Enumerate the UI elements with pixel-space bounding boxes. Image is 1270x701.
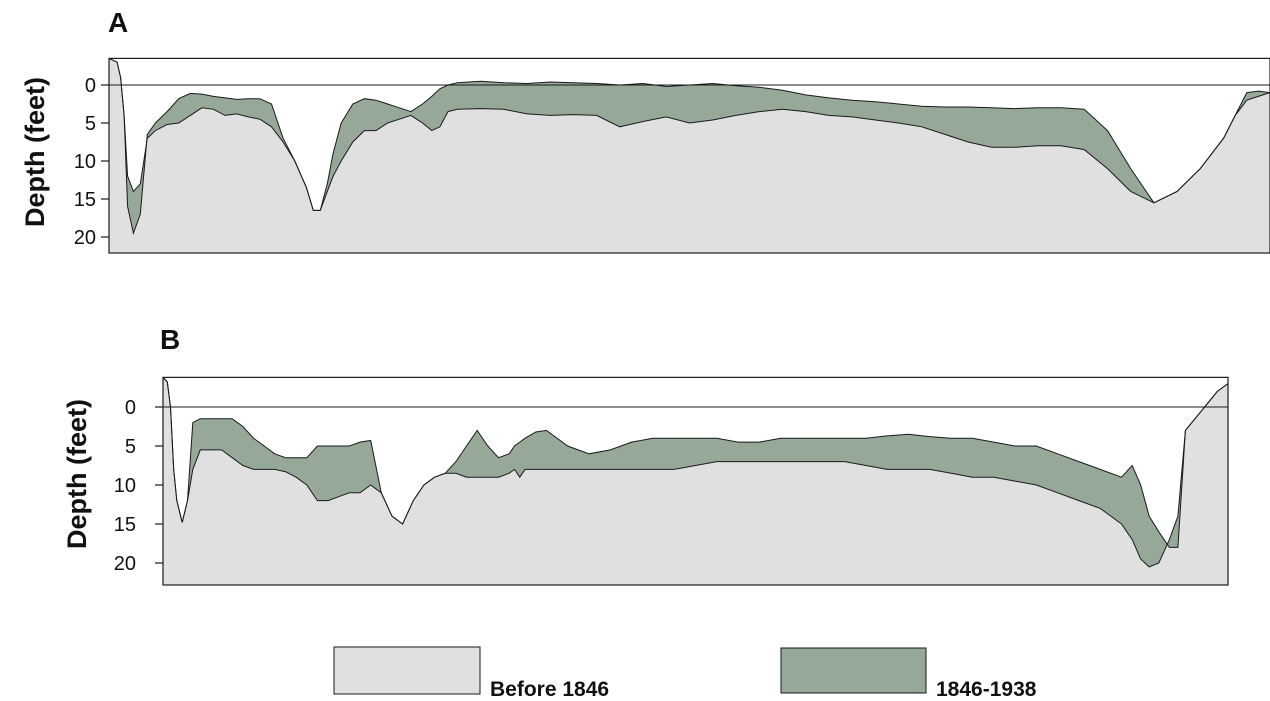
panel-a-before-1846-profile-line	[108, 57, 1270, 211]
panel-b-label: B	[160, 324, 180, 355]
y-tick-label: 20	[74, 227, 96, 249]
panel-b-1938-profile-line	[162, 377, 1229, 548]
legend-swatch-before-1846	[333, 646, 481, 695]
y-tick-label: 0	[125, 397, 136, 419]
panel-b-before-1846-profile-line	[162, 377, 1229, 568]
panel-a-frame	[108, 57, 1270, 254]
legend-swatch-1846-1938	[780, 647, 927, 694]
panel-a-y-axis-label: Depth (feet)	[20, 77, 50, 227]
panel-a-label: A	[108, 7, 128, 38]
panel-a-1846-1938-deposit-area	[109, 58, 1270, 234]
panel-b-y-ticks: 0 5 10 15 20	[114, 397, 163, 575]
legend: Before 1846 1846-1938	[333, 646, 1037, 701]
y-tick-label: 15	[74, 189, 96, 211]
panel-b-frame	[162, 376, 1229, 586]
panel-b-y-axis-label: Depth (feet)	[62, 399, 92, 549]
y-tick-label: 5	[85, 113, 96, 135]
y-tick-label: 20	[114, 553, 136, 575]
y-tick-label: 10	[74, 151, 96, 173]
panel-a-y-ticks: 0 5 10 15 20	[74, 75, 109, 249]
panel-b: B Depth (feet) 0 5 10 15 20	[62, 324, 1229, 586]
legend-label-1846-1938: 1846-1938	[936, 678, 1037, 701]
panel-a: A Depth (feet) 0 5 10 15 20	[20, 7, 1270, 254]
y-tick-label: 0	[85, 75, 96, 97]
y-tick-label: 10	[114, 475, 136, 497]
panel-a-before-1846-area	[109, 58, 1270, 254]
y-tick-label: 5	[125, 436, 136, 458]
y-tick-label: 15	[114, 514, 136, 536]
legend-label-before-1846: Before 1846	[490, 678, 609, 701]
panel-a-1938-profile-line	[108, 57, 1270, 235]
panel-b-before-1846-area	[163, 377, 1228, 585]
panel-b-1846-1938-deposit-area	[163, 377, 1228, 567]
